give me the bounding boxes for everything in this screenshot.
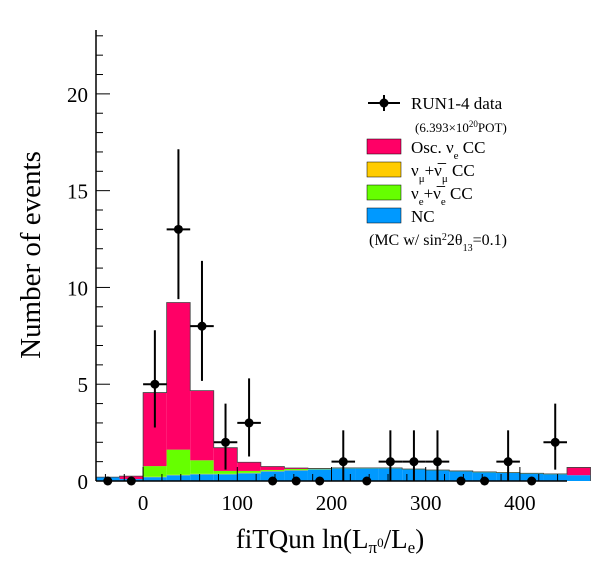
x-tick-label: 300 <box>410 491 442 515</box>
legend: RUN1-4 data (6.393×1020POT) Osc. νe CC ν… <box>366 94 507 254</box>
legend-item-nue: νe+ν̅e CC <box>366 184 473 208</box>
data-point-17 <box>496 430 520 481</box>
legend-mc-note: (MC w/ sin22θ13=0.1) <box>369 232 507 254</box>
data-point-marker <box>173 224 183 234</box>
data-point-10 <box>331 430 356 481</box>
bar-NC-11 <box>355 468 379 481</box>
legend-swatch-numu <box>366 161 402 178</box>
bar-nue_CC-6 <box>237 470 261 473</box>
bar-NC-7 <box>260 471 285 481</box>
legend-item-nc: NC <box>366 207 435 226</box>
bar-osc_nue_CC-8 <box>284 468 308 469</box>
legend-nue-label: νe+ν̅e CC <box>411 184 473 208</box>
y-tick-label: 5 <box>78 373 89 397</box>
data-point-marker <box>503 457 513 467</box>
bar-osc_nue_CC-6 <box>237 462 261 471</box>
bar-nue_CC-5 <box>213 470 238 474</box>
y-tick-label: 15 <box>67 180 88 204</box>
data-point-13 <box>402 430 426 481</box>
data-point-2 <box>143 330 167 428</box>
data-point-marker <box>244 418 254 428</box>
bar-NC-5 <box>213 474 238 481</box>
legend-data-label: RUN1-4 data <box>411 94 503 113</box>
bar-nue_CC-7 <box>260 469 285 471</box>
data-point-4 <box>190 260 214 381</box>
data-point-6 <box>237 378 261 457</box>
legend-item-osc-nue: Osc. νe CC <box>366 138 485 162</box>
data-point-5 <box>213 403 238 470</box>
bar-NC-19 <box>543 474 567 481</box>
data-point-marker <box>197 321 207 331</box>
legend-swatch-nue <box>366 184 402 201</box>
bar-nue_CC-9 <box>307 468 332 470</box>
bar-osc_nue_CC-3 <box>166 302 191 450</box>
legend-swatch-osc <box>366 138 402 155</box>
data-point-19 <box>543 403 567 470</box>
legend-item-data: RUN1-4 data <box>368 94 503 113</box>
bar-NC-9 <box>307 469 332 481</box>
bar-osc_nue_CC-2 <box>143 392 167 467</box>
x-tick-label: 0 <box>138 491 149 515</box>
data-point-14 <box>425 430 450 481</box>
legend-swatch-nc <box>366 207 402 224</box>
data-point-marker <box>150 379 160 389</box>
x-tick-label: 100 <box>222 491 254 515</box>
bar-nue_CC-8 <box>284 468 308 470</box>
bar-osc_nue_CC-4 <box>190 390 214 461</box>
data-point-marker <box>432 457 442 467</box>
bar-NC-8 <box>284 470 308 481</box>
legend-pot-label: (6.393×1020POT) <box>415 119 507 135</box>
y-axis-label: Number of events <box>15 151 47 359</box>
x-tick-label: 400 <box>504 491 536 515</box>
x-axis-label: fiTQun ln(Lπ0/Le) <box>236 524 424 557</box>
data-point-marker <box>385 457 395 467</box>
bar-nue_CC-2 <box>143 466 167 477</box>
legend-nc-label: NC <box>411 207 435 226</box>
x-tick-label: 200 <box>316 491 348 515</box>
legend-numu-label: νμ+ν̅μ CC <box>411 161 475 185</box>
data-point-12 <box>378 430 403 481</box>
data-point-3 <box>166 149 191 300</box>
data-point-marker <box>338 457 348 467</box>
bar-nue_CC-4 <box>190 460 214 474</box>
bar-NC-2 <box>143 477 167 481</box>
bar-NC-4 <box>190 474 214 481</box>
bar-NC-6 <box>237 473 261 481</box>
data-points <box>103 149 567 486</box>
y-tick-label: 10 <box>67 276 88 300</box>
bar-NC-20 <box>567 475 591 481</box>
legend-item-numu: νμ+ν̅μ CC <box>366 161 475 185</box>
data-point-marker <box>550 437 560 447</box>
bar-NC-3 <box>166 475 191 481</box>
bar-NC-15 <box>449 471 473 481</box>
data-point-marker <box>409 457 419 467</box>
legend-osc-label: Osc. νe CC <box>411 138 485 162</box>
y-tick-label: 20 <box>67 83 88 107</box>
bar-osc_nue_CC-20 <box>567 467 591 476</box>
y-tick-label: 0 <box>78 470 89 494</box>
bar-osc_nue_CC-7 <box>260 466 285 470</box>
bar-nue_CC-3 <box>166 449 191 475</box>
data-point-marker <box>221 437 231 447</box>
